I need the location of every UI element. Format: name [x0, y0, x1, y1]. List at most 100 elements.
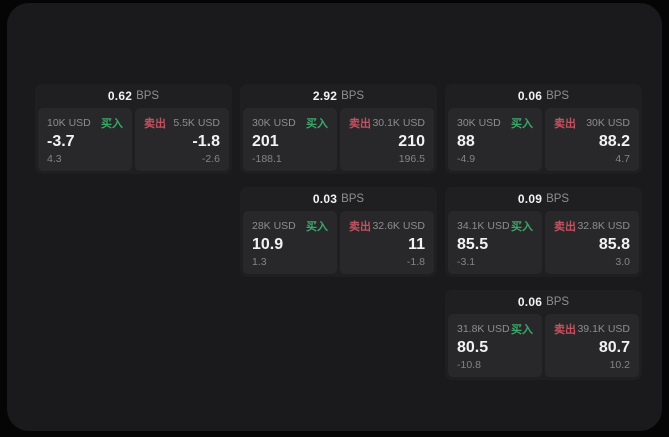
card-body: 30K USD 买入 201 -188.1 卖出 30.1K USD 210 1…	[240, 105, 437, 174]
spread-unit-label: BPS	[546, 193, 570, 205]
sell-tile[interactable]: 卖出 30K USD 88.2 4.7	[545, 108, 639, 171]
sell-tile[interactable]: 卖出 32.6K USD 11 -1.8	[340, 211, 434, 274]
buy-price: 85.5	[457, 235, 489, 253]
quote-card: 2.92 BPS 30K USD 买入 201 -188.1 卖出 30.1K …	[240, 84, 437, 174]
card-body: 31.8K USD 买入 80.5 -10.8 卖出 39.1K USD 80.…	[445, 311, 642, 380]
buy-amount: 30K USD	[252, 117, 296, 129]
quote-card: 0.03 BPS 28K USD 买入 10.9 1.3 卖出 32.6K US…	[240, 187, 437, 277]
sell-label: 卖出	[349, 221, 371, 233]
buy-change: 1.3	[252, 255, 267, 268]
spread-unit-label: BPS	[546, 90, 570, 102]
sell-amount: 39.1K USD	[577, 323, 630, 335]
sell-tile-header: 卖出 30K USD	[554, 115, 630, 131]
sell-change: 196.5	[398, 152, 425, 165]
buy-tile[interactable]: 28K USD 买入 10.9 1.3	[243, 211, 337, 274]
buy-label: 买入	[306, 221, 328, 233]
buy-amount: 10K USD	[47, 117, 91, 129]
spread-value: 0.06	[517, 295, 543, 309]
buy-tile[interactable]: 10K USD 买入 -3.7 4.3	[38, 108, 132, 171]
sell-price: 85.8	[598, 235, 630, 253]
buy-label: 买入	[511, 118, 533, 130]
spread-header: 0.03 BPS	[240, 187, 437, 208]
sell-tile-header: 卖出 32.6K USD	[349, 218, 425, 234]
buy-price: 201	[252, 132, 279, 150]
sell-price: 11	[408, 235, 425, 253]
sell-amount: 30K USD	[586, 117, 630, 129]
sell-price: 210	[398, 132, 425, 150]
sell-amount: 32.6K USD	[372, 220, 425, 232]
sell-price: -1.8	[192, 132, 220, 150]
buy-change: 4.3	[47, 152, 62, 165]
card-body: 34.1K USD 买入 85.5 -3.1 卖出 32.8K USD 85.8…	[445, 208, 642, 277]
sell-tile[interactable]: 卖出 32.8K USD 85.8 3.0	[545, 211, 639, 274]
sell-change: 4.7	[615, 152, 630, 165]
spread-unit-label: BPS	[341, 193, 365, 205]
buy-change: -4.9	[457, 152, 476, 165]
buy-tile-header: 34.1K USD 买入	[457, 218, 533, 234]
buy-price: 88	[457, 132, 475, 150]
sell-change: -1.8	[406, 255, 425, 268]
buy-change: -3.1	[457, 255, 476, 268]
quote-cards-grid: 0.62 BPS 10K USD 买入 -3.7 4.3 卖出 5.5K USD…	[35, 84, 642, 380]
buy-amount: 34.1K USD	[457, 220, 510, 232]
sell-change: 3.0	[615, 255, 630, 268]
sell-label: 卖出	[554, 324, 576, 336]
sell-tile-header: 卖出 30.1K USD	[349, 115, 425, 131]
sell-price: 88.2	[598, 132, 630, 150]
buy-tile-header: 30K USD 买入	[252, 115, 328, 131]
sell-amount: 32.8K USD	[577, 220, 630, 232]
buy-amount: 31.8K USD	[457, 323, 510, 335]
sell-tile-header: 卖出 32.8K USD	[554, 218, 630, 234]
sell-tile[interactable]: 卖出 39.1K USD 80.7 10.2	[545, 314, 639, 377]
spread-header: 0.62 BPS	[35, 84, 232, 105]
buy-change: -10.8	[457, 358, 481, 371]
spread-value: 0.62	[107, 89, 133, 103]
buy-amount: 30K USD	[457, 117, 501, 129]
sell-label: 卖出	[349, 118, 371, 130]
spread-header: 0.06 BPS	[445, 290, 642, 311]
sell-tile[interactable]: 卖出 30.1K USD 210 196.5	[340, 108, 434, 171]
buy-tile[interactable]: 30K USD 买入 88 -4.9	[448, 108, 542, 171]
spread-header: 0.09 BPS	[445, 187, 642, 208]
buy-tile[interactable]: 30K USD 买入 201 -188.1	[243, 108, 337, 171]
sell-tile-header: 卖出 5.5K USD	[144, 115, 220, 131]
spread-value: 0.03	[312, 192, 338, 206]
buy-price: 10.9	[252, 235, 284, 253]
spread-value: 2.92	[312, 89, 338, 103]
buy-tile-header: 30K USD 买入	[457, 115, 533, 131]
card-body: 10K USD 买入 -3.7 4.3 卖出 5.5K USD -1.8 -2.…	[35, 105, 232, 174]
sell-label: 卖出	[554, 221, 576, 233]
buy-label: 买入	[101, 118, 123, 130]
sell-amount: 5.5K USD	[173, 117, 220, 129]
buy-tile-header: 28K USD 买入	[252, 218, 328, 234]
buy-label: 买入	[306, 118, 328, 130]
quote-card: 0.62 BPS 10K USD 买入 -3.7 4.3 卖出 5.5K USD…	[35, 84, 232, 174]
spread-header: 2.92 BPS	[240, 84, 437, 105]
buy-change: -188.1	[252, 152, 282, 165]
spread-header: 0.06 BPS	[445, 84, 642, 105]
buy-label: 买入	[511, 221, 533, 233]
sell-price: 80.7	[598, 338, 630, 356]
buy-tile[interactable]: 31.8K USD 买入 80.5 -10.8	[448, 314, 542, 377]
card-body: 28K USD 买入 10.9 1.3 卖出 32.6K USD 11 -1.8	[240, 208, 437, 277]
sell-change: 10.2	[609, 358, 630, 371]
quote-card: 0.06 BPS 30K USD 买入 88 -4.9 卖出 30K USD 8…	[445, 84, 642, 174]
buy-price: 80.5	[457, 338, 489, 356]
buy-price: -3.7	[47, 132, 75, 150]
quote-card: 0.09 BPS 34.1K USD 买入 85.5 -3.1 卖出 32.8K…	[445, 187, 642, 277]
sell-tile-header: 卖出 39.1K USD	[554, 321, 630, 337]
sell-change: -2.6	[201, 152, 220, 165]
sell-tile[interactable]: 卖出 5.5K USD -1.8 -2.6	[135, 108, 229, 171]
spread-unit-label: BPS	[136, 90, 160, 102]
main-panel: 0.62 BPS 10K USD 买入 -3.7 4.3 卖出 5.5K USD…	[7, 3, 662, 431]
buy-tile[interactable]: 34.1K USD 买入 85.5 -3.1	[448, 211, 542, 274]
sell-label: 卖出	[144, 118, 166, 130]
sell-amount: 30.1K USD	[372, 117, 425, 129]
buy-amount: 28K USD	[252, 220, 296, 232]
sell-label: 卖出	[554, 118, 576, 130]
quote-card: 0.06 BPS 31.8K USD 买入 80.5 -10.8 卖出 39.1…	[445, 290, 642, 380]
spread-unit-label: BPS	[341, 90, 365, 102]
spread-unit-label: BPS	[546, 296, 570, 308]
card-body: 30K USD 买入 88 -4.9 卖出 30K USD 88.2 4.7	[445, 105, 642, 174]
